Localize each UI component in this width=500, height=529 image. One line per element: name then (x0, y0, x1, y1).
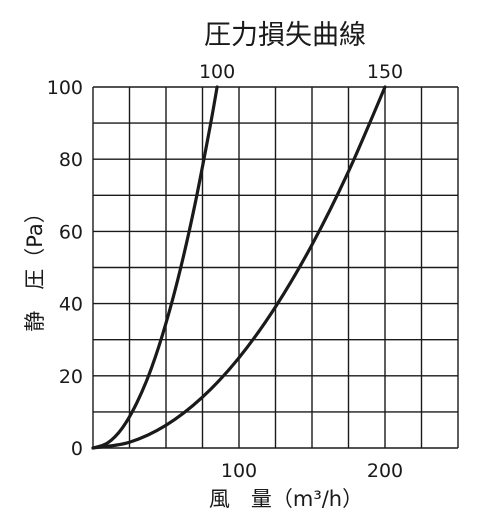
y-tick-label: 60 (59, 221, 83, 243)
tick-labels: 0 20 40 60 80 100 100 200 (47, 77, 403, 482)
y-tick-label: 100 (47, 77, 83, 99)
x-tick-label: 200 (367, 460, 403, 482)
y-tick-label: 80 (59, 149, 83, 171)
x-axis-title: 風 量（m³/h） (209, 487, 363, 511)
series-line-100 (91, 85, 219, 450)
series-line-150 (91, 85, 387, 450)
grid (92, 86, 459, 449)
series-label-100: 100 (199, 61, 235, 83)
series-labels: 100 150 (199, 61, 403, 83)
series-label-150: 150 (367, 61, 403, 83)
x-tick-label: 100 (221, 460, 257, 482)
chart-title: 圧力損失曲線 (204, 20, 366, 51)
y-tick-label: 20 (59, 366, 83, 388)
series-lines (91, 85, 387, 450)
y-tick-label: 0 (71, 438, 83, 460)
y-tick-label: 40 (59, 294, 83, 316)
y-axis-title: 静 圧（Pa） (23, 202, 47, 332)
